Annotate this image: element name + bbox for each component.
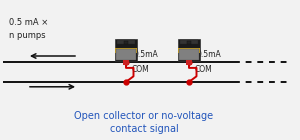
Bar <box>180 40 198 44</box>
Text: COM: COM <box>194 66 212 74</box>
Bar <box>117 40 135 44</box>
Bar <box>123 60 129 65</box>
Text: COM: COM <box>131 66 149 74</box>
Bar <box>115 48 137 53</box>
Text: 0.5 mA ×
n pumps: 0.5 mA × n pumps <box>9 18 48 40</box>
Bar <box>186 60 192 65</box>
Bar <box>178 48 200 53</box>
Text: Open collector or no-voltage
contact signal: Open collector or no-voltage contact sig… <box>74 111 214 134</box>
Text: 0.5mA: 0.5mA <box>134 51 158 60</box>
FancyBboxPatch shape <box>178 39 200 61</box>
Bar <box>124 41 128 44</box>
FancyBboxPatch shape <box>115 39 137 61</box>
Bar <box>179 49 199 60</box>
Text: 0.5mA: 0.5mA <box>196 51 221 60</box>
Bar <box>187 41 191 44</box>
Bar <box>116 49 136 60</box>
